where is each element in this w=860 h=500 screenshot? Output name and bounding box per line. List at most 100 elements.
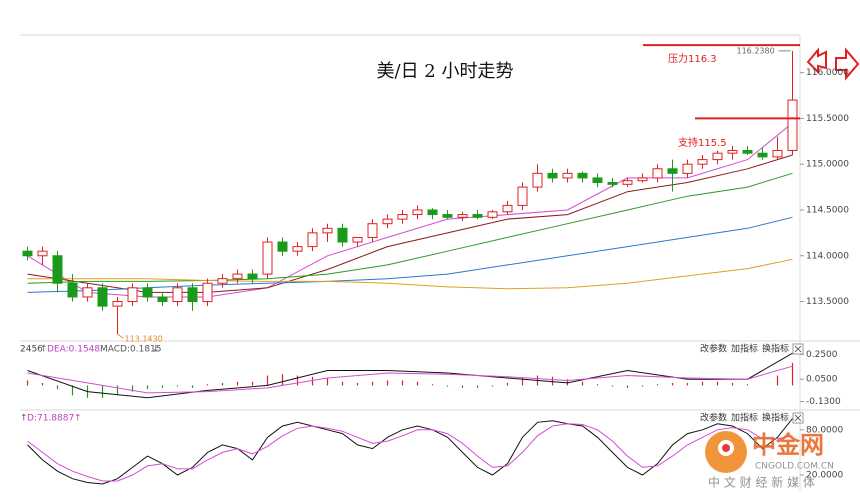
moving-average-line bbox=[27, 154, 793, 293]
candle-body bbox=[82, 287, 93, 298]
candle-body bbox=[217, 278, 228, 284]
button[interactable]: 加指标 bbox=[731, 412, 758, 424]
indicator-label: D:71.8887 bbox=[27, 414, 74, 424]
candle-body bbox=[247, 273, 258, 280]
candle-body bbox=[607, 182, 618, 185]
candle-body bbox=[442, 214, 453, 218]
y-tick-label: 0.0500 bbox=[806, 375, 838, 385]
candle-body bbox=[97, 287, 108, 307]
candle-body bbox=[757, 152, 768, 158]
candle-body bbox=[577, 172, 588, 179]
candle-body bbox=[262, 241, 273, 275]
candle-body bbox=[547, 172, 558, 179]
button[interactable]: 加指标 bbox=[731, 343, 758, 355]
arrow-icon bbox=[835, 47, 860, 81]
button[interactable]: 换指标 bbox=[762, 412, 789, 424]
candle-body bbox=[487, 211, 498, 218]
candle-body bbox=[397, 214, 408, 220]
logo-icon bbox=[722, 444, 730, 452]
y-tick-label: 20.0000 bbox=[806, 470, 843, 480]
kd-line bbox=[27, 423, 793, 482]
moving-average-line bbox=[27, 216, 793, 293]
candle-body bbox=[637, 177, 648, 182]
candle-body bbox=[157, 296, 168, 303]
candle-body bbox=[292, 246, 303, 252]
candle-body bbox=[202, 282, 213, 303]
extreme-pointer bbox=[117, 333, 124, 339]
arrow-icon: ↑ bbox=[20, 414, 28, 424]
candle-body bbox=[307, 232, 318, 248]
button[interactable]: 改参数 bbox=[700, 412, 727, 424]
close-button[interactable] bbox=[792, 343, 804, 355]
candle-body bbox=[67, 282, 78, 298]
candle-body bbox=[277, 241, 288, 252]
candle-body bbox=[502, 204, 513, 213]
candle-body bbox=[727, 149, 738, 154]
watermark-site: CNGOLD.COM.CN bbox=[755, 462, 834, 472]
y-tick-label: 113.5000 bbox=[806, 297, 849, 307]
candle-body bbox=[427, 209, 438, 216]
candle-body bbox=[622, 180, 633, 185]
y-tick-label: 0.2500 bbox=[806, 350, 838, 360]
candle-body bbox=[112, 301, 123, 307]
candle-body bbox=[37, 250, 48, 257]
arrow-icon: ↑ bbox=[74, 414, 82, 424]
y-tick-label: 114.0000 bbox=[806, 251, 849, 261]
candle-body bbox=[142, 287, 153, 298]
arrow-icon: ↓ bbox=[152, 345, 160, 355]
button[interactable]: 换指标 bbox=[762, 343, 789, 355]
y-tick-label: 80.0000 bbox=[806, 425, 843, 435]
candle-body bbox=[367, 223, 378, 238]
arrow-icon: ↑ bbox=[40, 345, 48, 355]
candle-body bbox=[352, 236, 363, 243]
candle-body bbox=[742, 149, 753, 154]
candle-body bbox=[337, 227, 348, 243]
candle-body bbox=[532, 172, 543, 188]
y-tick-label: -0.1300 bbox=[806, 397, 841, 407]
button[interactable]: 改参数 bbox=[700, 343, 727, 355]
candle-body bbox=[457, 214, 468, 218]
chart-title: 美/日 2 小时走势 bbox=[377, 61, 514, 82]
watermark: 中金网 CNGOLD.COM.CN 中 文 财 经 新 媒 体 bbox=[705, 431, 834, 490]
arrow-icon bbox=[806, 47, 827, 75]
moving-average-line bbox=[27, 172, 793, 284]
candle-body bbox=[412, 209, 423, 216]
candle-body bbox=[697, 159, 708, 165]
candle-body bbox=[322, 227, 333, 234]
candle-body bbox=[232, 273, 243, 280]
level-label: 支持115.5 bbox=[678, 136, 727, 149]
candle-body bbox=[592, 177, 603, 184]
candle-body bbox=[187, 287, 198, 303]
watermark-slogan: 中 文 财 经 新 媒 体 bbox=[708, 475, 815, 490]
extreme-label: 116.2380 bbox=[737, 46, 775, 55]
candle-body bbox=[772, 149, 783, 158]
candle-body bbox=[682, 163, 693, 174]
macd-line bbox=[27, 365, 793, 394]
candle-body bbox=[652, 168, 663, 179]
y-tick-label: 115.5000 bbox=[806, 114, 849, 124]
candle-body bbox=[52, 255, 63, 284]
y-tick-label: 116.0000 bbox=[806, 68, 849, 78]
y-tick-label: 115.0000 bbox=[806, 160, 849, 170]
extreme-label: 113.1430 bbox=[125, 335, 163, 344]
level-label: 压力116.3 bbox=[668, 52, 717, 65]
moving-average-line bbox=[27, 258, 793, 290]
candle-body bbox=[517, 186, 528, 206]
candle-body bbox=[787, 99, 798, 151]
plot-area: 113.5000 114.0000 114.5000 115.0000 115.5000… bbox=[22, 44, 849, 485]
kd-line bbox=[27, 418, 793, 485]
indicator-label: MACD:0.1815 bbox=[100, 345, 162, 355]
candle-body bbox=[562, 172, 573, 179]
y-tick-label: 114.5000 bbox=[806, 205, 849, 215]
watermark-logo: 中金网 bbox=[752, 431, 824, 459]
candle-body bbox=[712, 152, 723, 161]
candle-body bbox=[667, 168, 678, 174]
candle-body bbox=[127, 287, 138, 303]
indicator-label: DEA:0.1548 bbox=[47, 345, 100, 355]
candle-body bbox=[172, 287, 183, 303]
candle-body bbox=[382, 218, 393, 225]
candle-body bbox=[472, 214, 483, 218]
close-button[interactable] bbox=[792, 412, 804, 424]
